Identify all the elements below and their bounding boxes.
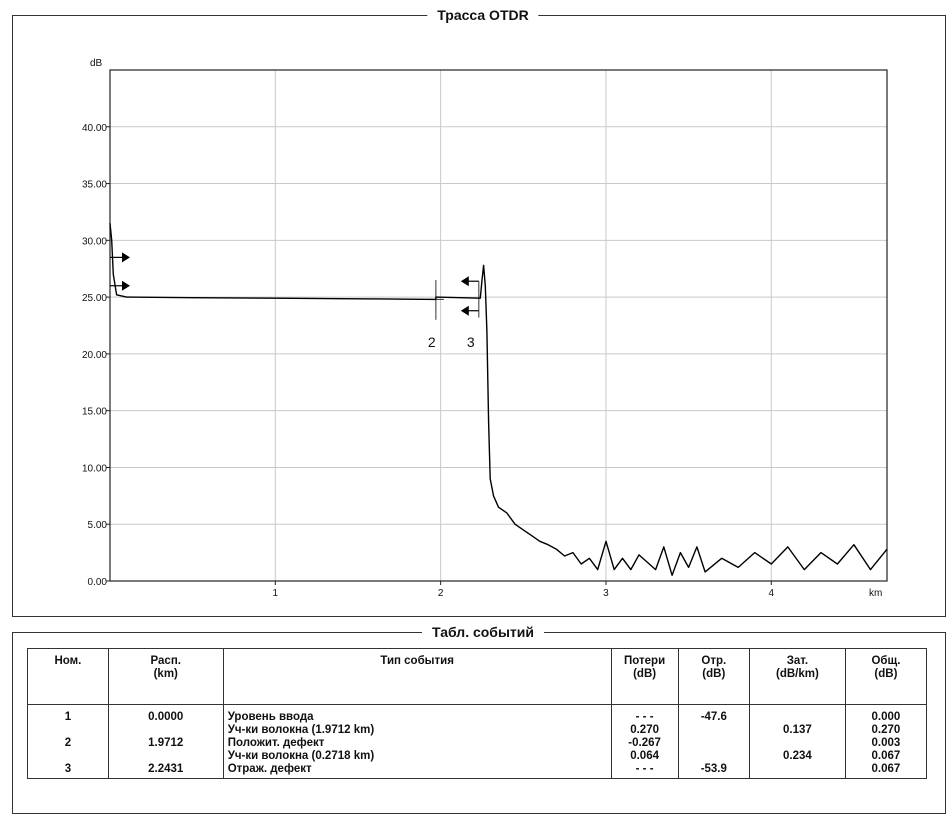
cursor-arrow-left <box>460 276 469 287</box>
loss-cell: - - - 0.270 -0.267 0.064 - - - <box>610 704 679 779</box>
header-total: Общ. (dB) <box>844 648 928 705</box>
y-tick-label: 35.00 <box>82 180 107 191</box>
header-total-label: Общ. <box>871 655 901 667</box>
trace-line <box>109 223 888 576</box>
event-type: Отраж. дефект <box>227 763 312 775</box>
x-tick-label: 1 <box>273 588 279 599</box>
header-loss: Потери (dB) <box>610 648 679 705</box>
event-type: Положит. дефект <box>227 737 325 749</box>
event-number: 3 <box>64 763 72 775</box>
event-loss: 0.270 <box>630 724 659 736</box>
y-tick-label: 20.00 <box>82 350 107 361</box>
event-reflectance: -53.9 <box>700 763 727 775</box>
cursor-arrow-left <box>460 305 469 316</box>
header-type: Тип события <box>222 648 612 705</box>
event-total: 0.003 <box>871 737 901 749</box>
x-tick-label: 2 <box>438 588 444 599</box>
event-number: 2 <box>64 737 72 749</box>
event-loss: 0.064 <box>630 750 659 762</box>
event-distance: 2.2431 <box>148 763 184 775</box>
trace-title: Трасса OTDR <box>427 7 539 23</box>
event-loss: -0.267 <box>628 737 661 749</box>
event-number: 1 <box>64 711 72 723</box>
header-num: Ном. <box>27 648 109 705</box>
header-refl: Отр. (dB) <box>677 648 751 705</box>
plot-area-border <box>109 69 888 582</box>
event-total: 0.067 <box>871 750 901 762</box>
header-att-unit: (dB/km) <box>776 668 819 680</box>
header-type-label: Тип события <box>380 655 454 667</box>
event-distance <box>113 750 219 763</box>
x-axis-label: km <box>869 588 882 599</box>
header-dist-label: Расп. <box>150 655 181 667</box>
cursor-arrow-right <box>122 252 130 263</box>
total-cell: 0.000 0.270 0.003 0.067 0.067 <box>844 704 928 779</box>
event-marker-label: 3 <box>467 334 475 350</box>
header-num-label: Ном. <box>54 655 82 667</box>
header-loss-unit: (dB) <box>633 668 657 680</box>
events-table: Ном. Расп. (km) Тип события Потери (dB) … <box>27 648 928 779</box>
event-reflectance: -47.6 <box>700 711 727 723</box>
event-reflectance <box>683 724 745 737</box>
event-attenuation <box>754 763 841 776</box>
event-type: Уровень ввода <box>227 711 314 723</box>
event-reflectance <box>683 750 745 763</box>
event-loss: - - - <box>635 711 654 723</box>
event-loss: - - - <box>635 763 654 775</box>
header-total-unit: (dB) <box>874 668 898 680</box>
event-distance: 0.0000 <box>148 711 184 723</box>
event-number <box>32 750 104 763</box>
header-refl-label: Отр. <box>701 655 727 667</box>
y-tick-label: 10.00 <box>82 463 107 474</box>
event-total: 0.000 <box>871 711 901 723</box>
chart-grid <box>110 70 887 581</box>
event-attenuation <box>754 737 841 750</box>
chart-axes: 0.00 5.00 10.00 15.00 20.00 25.00 30.00 35.00 40… <box>82 58 888 599</box>
event-attenuation: 0.137 <box>783 724 812 736</box>
header-att-label: Зат. <box>786 655 809 667</box>
cursor-arrow-right <box>122 280 130 291</box>
y-tick-label: 15.00 <box>82 407 107 418</box>
event-distance: 1.9712 <box>148 737 184 749</box>
header-dist: Расп. (km) <box>107 648 224 705</box>
type-cell: Уровень ввода Уч-ки волокна (1.9712 km) … <box>222 704 612 779</box>
trace-layer <box>109 223 888 576</box>
header-att: Зат. (dB/km) <box>749 648 846 705</box>
event-attenuation: 0.234 <box>783 750 812 762</box>
event-total: 0.067 <box>871 763 901 775</box>
header-dist-unit: (km) <box>153 668 178 680</box>
header-refl-unit: (dB) <box>702 668 726 680</box>
y-tick-label: 25.00 <box>82 293 107 304</box>
event-type: Уч-ки волокна (1.9712 km) <box>227 724 375 736</box>
x-tick-label: 4 <box>768 588 774 599</box>
num-cell: 1 2 3 <box>27 704 109 779</box>
event-type: Уч-ки волокна (0.2718 km) <box>227 750 375 762</box>
events-header-row: Ном. Расп. (km) Тип события Потери (dB) … <box>27 648 928 705</box>
refl-cell: -47.6 -53.9 <box>677 704 751 779</box>
event-marker-label: 2 <box>428 334 436 350</box>
y-tick-label: 0.00 <box>88 577 108 588</box>
events-title: Табл. событий <box>422 624 544 640</box>
y-tick-label: 40.00 <box>82 123 107 134</box>
otdr-trace-chart: 0.00 5.00 10.00 15.00 20.00 25.00 30.00 35.00 40… <box>82 58 888 599</box>
y-axis-label: dB <box>90 58 103 69</box>
att-cell: 0.137 0.234 <box>749 704 846 779</box>
dist-cell: 0.0000 1.9712 2.2431 <box>107 704 224 779</box>
event-attenuation <box>754 711 841 724</box>
y-tick-label: 5.00 <box>88 520 108 531</box>
events-data-row: 1 2 3 0.0000 1.9712 2.2431 Уровень ввода… <box>27 704 928 779</box>
event-reflectance <box>683 737 745 750</box>
event-distance <box>113 724 219 737</box>
event-total: 0.270 <box>871 724 901 736</box>
header-loss-label: Потери <box>624 655 666 667</box>
y-tick-label: 30.00 <box>82 236 107 247</box>
event-number <box>32 724 104 737</box>
x-tick-label: 3 <box>603 588 609 599</box>
